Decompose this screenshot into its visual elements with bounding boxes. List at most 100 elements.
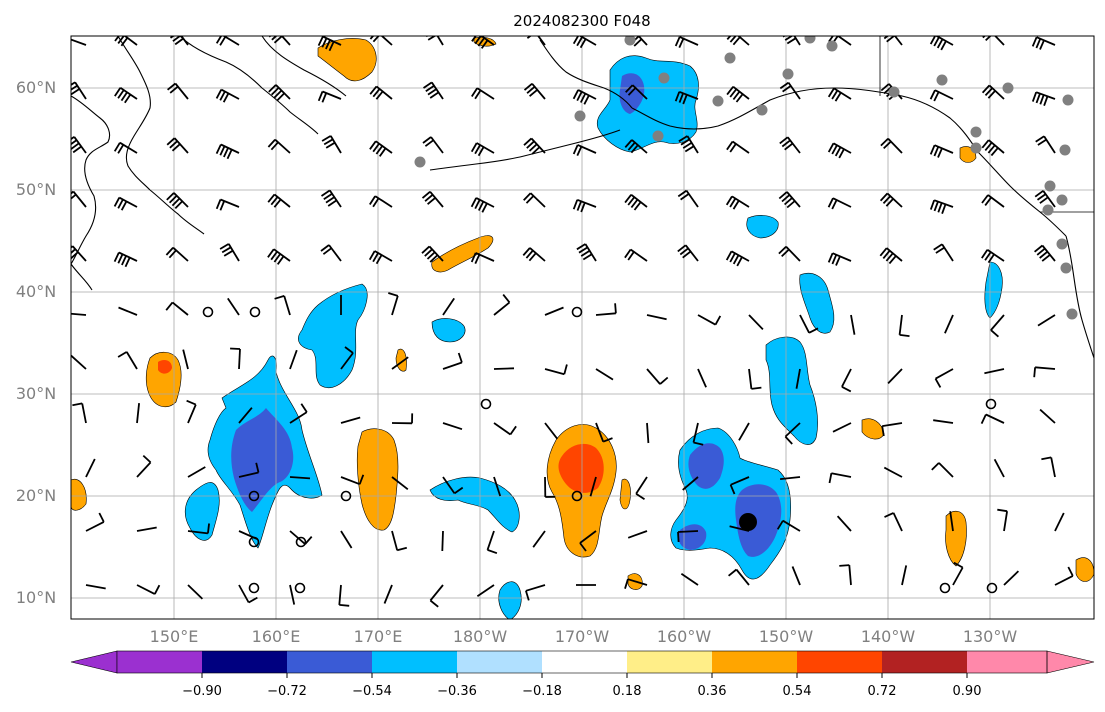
lon-label: 150°E	[150, 627, 199, 646]
wind-barb	[71, 136, 87, 154]
station-dot	[1066, 308, 1078, 320]
colorbar-seg-9	[797, 651, 882, 673]
wind-barb	[728, 568, 750, 586]
wind-barb	[368, 250, 393, 265]
calm-marker	[571, 490, 583, 502]
wind-barb	[646, 422, 650, 444]
colorbar-seg-6	[542, 651, 627, 673]
calm-marker	[340, 490, 352, 502]
wind-barb	[476, 584, 495, 597]
wind-barb	[391, 530, 408, 552]
wind-barb	[1033, 366, 1056, 378]
wind-barb	[776, 519, 801, 532]
wind-barb	[166, 192, 189, 210]
station-dot	[574, 110, 586, 122]
wind-barb	[317, 36, 342, 52]
colorbar-low-extension	[70, 650, 118, 674]
lat-label: 10°N	[16, 588, 56, 607]
wind-barb	[369, 140, 393, 157]
wind-barb	[187, 523, 210, 535]
wind-barb	[113, 251, 138, 268]
wind-barb	[71, 38, 87, 46]
coastline-japan	[71, 263, 93, 291]
calm-marker	[939, 582, 951, 594]
wind-barb	[421, 191, 444, 208]
wind-barb	[71, 81, 87, 100]
wind-barb	[71, 190, 87, 208]
coastline-kuril	[149, 189, 205, 235]
calm-marker	[985, 398, 997, 410]
neg-region-alaska-core	[619, 73, 645, 114]
wind-barb	[589, 476, 597, 497]
wind-barb	[71, 312, 87, 316]
wind-barb	[493, 294, 511, 316]
wind-barb	[544, 306, 564, 316]
colorbar-seg-10	[882, 651, 967, 673]
wind-barb	[442, 422, 463, 431]
wind-barb	[1031, 91, 1056, 107]
wind-barb	[748, 314, 764, 331]
calm-marker	[295, 536, 307, 548]
colorbar-seg-8	[712, 651, 797, 673]
coastline-kamchatka	[117, 36, 151, 191]
wind-barb	[738, 422, 750, 441]
neg-region-south	[498, 581, 522, 619]
wind-barb	[136, 403, 140, 424]
calm-marker	[294, 582, 306, 594]
wind-barb	[778, 245, 801, 262]
map-frame	[70, 35, 1095, 620]
wind-barb	[624, 578, 648, 589]
neg-region-165E	[298, 283, 368, 389]
wind-barb	[340, 346, 354, 370]
station-dot	[1056, 238, 1068, 250]
wind-barb	[993, 458, 1005, 478]
colorbar-seg-5	[457, 651, 542, 673]
wind-barb	[952, 561, 964, 586]
neg-region-gulf	[746, 215, 779, 239]
wind-barb	[113, 141, 138, 154]
wind-barb	[369, 195, 393, 208]
lat-label: 60°N	[16, 78, 56, 97]
wind-barb	[442, 352, 463, 370]
wind-barb	[238, 462, 260, 478]
wind-barb	[165, 246, 189, 262]
wind-barb	[471, 36, 495, 49]
wind-barb	[267, 138, 291, 154]
pos-region-170W-core	[558, 443, 604, 493]
lon-label: 160°W	[657, 627, 712, 646]
wind-barb	[493, 422, 517, 436]
wind-barb	[729, 476, 750, 495]
wind-barb	[879, 192, 903, 208]
wind-barb	[572, 198, 597, 213]
colorbar: −0.90 −0.72 −0.54 −0.36 −0.18 0.18 0.36 …	[70, 650, 1095, 699]
wind-barb	[523, 192, 546, 208]
wind-barb	[532, 530, 546, 548]
wind-barb	[887, 368, 903, 385]
pos-region-date-line-north	[431, 235, 494, 273]
wind-barb	[187, 584, 204, 600]
wind-barb	[692, 422, 704, 446]
wind-barb	[944, 314, 954, 334]
wind-barb	[118, 306, 138, 316]
station-dot	[970, 126, 982, 138]
wind-barb	[522, 247, 546, 262]
wind-barb	[317, 90, 342, 103]
wind-barb	[493, 476, 502, 497]
coastline-asia	[71, 95, 111, 265]
station-dot	[1056, 194, 1068, 206]
wind-barb	[635, 476, 648, 500]
coastlines	[71, 36, 1094, 359]
wind-barb	[572, 89, 597, 105]
wind-barb	[929, 199, 954, 215]
wind-barb	[595, 303, 617, 316]
wind-barb	[646, 314, 667, 321]
colorbar-seg-4	[372, 651, 457, 673]
wind-barb	[674, 36, 699, 48]
latitude-labels: 10°N 20°N 30°N 40°N 50°N 60°N	[16, 78, 56, 607]
colorbar-tick-label: 0.72	[868, 684, 897, 699]
station-dot	[652, 130, 664, 142]
wind-barb	[981, 249, 1005, 264]
wind-barb	[677, 189, 699, 208]
wind-barb	[186, 399, 197, 424]
wind-barb	[166, 137, 189, 154]
